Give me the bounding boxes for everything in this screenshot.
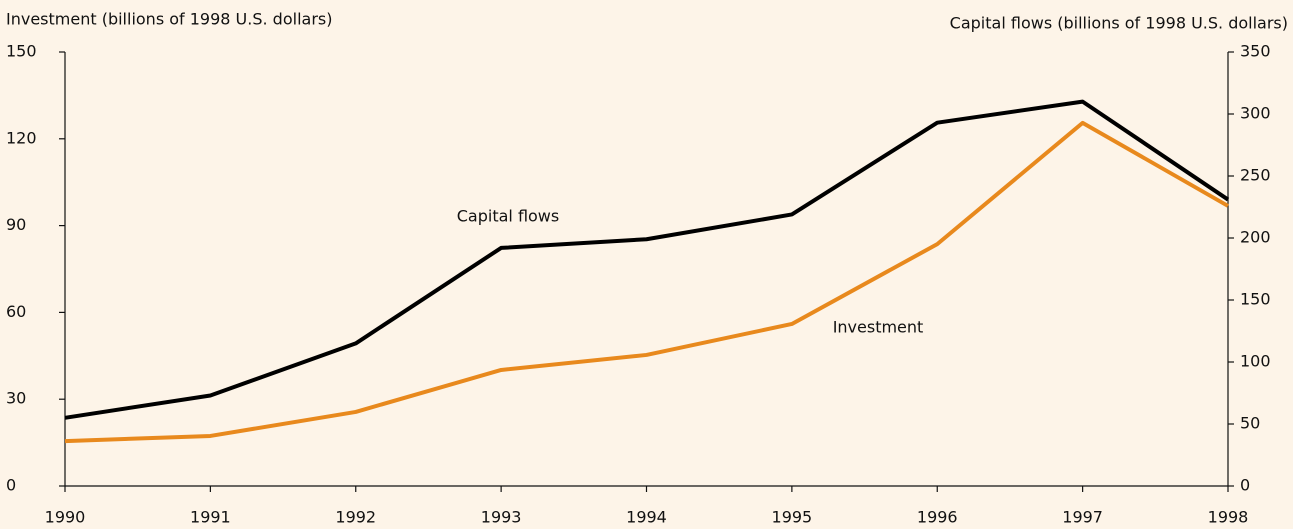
y-tick-label: 60 <box>6 302 26 321</box>
y2-tick-label: 200 <box>1240 228 1271 247</box>
line-series <box>64 99 1230 420</box>
x-tick-label: 1993 <box>481 508 522 527</box>
x-tick-label: 1997 <box>1062 508 1103 527</box>
y2-tick-label: 350 <box>1240 42 1271 61</box>
y-tick-label: 120 <box>6 128 37 147</box>
annotation: Investment <box>833 318 924 337</box>
x-tick-label: 1992 <box>335 508 376 527</box>
y2-tick-label: 0 <box>1240 476 1250 495</box>
line-series <box>64 120 1229 444</box>
x-tick-label: 1998 <box>1208 508 1249 527</box>
y-tick-label: 90 <box>6 215 26 234</box>
x-tick-label: 1991 <box>190 508 231 527</box>
y2-tick-label: 300 <box>1240 104 1271 123</box>
y2-tick-label: 50 <box>1240 414 1260 433</box>
y-tick-label: 150 <box>6 42 37 61</box>
x-tick-label: 1994 <box>626 508 667 527</box>
x-tick-label: 1996 <box>917 508 958 527</box>
y2-axis-label: Capital flows (billions of 1998 U.S. dol… <box>950 14 1288 33</box>
y2-tick-label: 100 <box>1240 352 1271 371</box>
x-tick-label: 1995 <box>772 508 813 527</box>
x-tick-label: 1990 <box>45 508 86 527</box>
y2-tick-label: 250 <box>1240 166 1271 185</box>
y2-tick-label: 150 <box>1240 290 1271 309</box>
annotation: Capital flows <box>457 207 559 226</box>
y-tick-label: 0 <box>6 476 16 495</box>
y-axis-label: Investment (billions of 1998 U.S. dollar… <box>6 10 332 29</box>
y-tick-label: 30 <box>6 389 26 408</box>
